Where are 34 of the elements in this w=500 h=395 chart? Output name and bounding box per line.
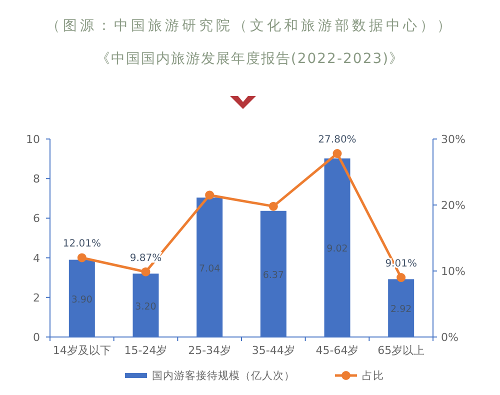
x-tick-label: 14岁及以下 — [52, 344, 111, 357]
x-tick-label: 45-64岁 — [316, 344, 359, 357]
y-tick-label: 10 — [26, 133, 40, 146]
data-label: 12.01% — [62, 238, 101, 250]
data-label: 7.04 — [199, 263, 220, 274]
data-label: 3.90 — [71, 294, 92, 306]
y-tick-label: 2 — [33, 291, 40, 304]
y-tick-label: 6 — [33, 212, 40, 226]
data-label: 3.20 — [135, 301, 156, 312]
annotation: （图源：中国旅游研究院（文化和旅游部数据中心）） — [46, 18, 454, 34]
y2-tick-label: 20% — [441, 199, 466, 212]
x-tick-label: 25-34岁 — [188, 344, 232, 357]
data-label: 27.80% — [318, 134, 356, 146]
point — [77, 253, 86, 262]
y-tick-label: 0 — [33, 331, 40, 344]
y-tick-label: 4 — [33, 252, 40, 265]
x-tick-label: 65岁以上 — [378, 344, 425, 357]
point — [268, 202, 278, 211]
point — [205, 190, 214, 200]
point — [141, 267, 150, 276]
y2-tick-label: 0% — [441, 331, 458, 344]
data-label: 9.02 — [326, 244, 348, 255]
y2-tick-label: 30% — [441, 133, 466, 146]
legend-label: 国内游客接待规模（亿人次） — [152, 369, 295, 382]
legend-label: 占比 — [362, 369, 384, 382]
data-label: 2.92 — [390, 304, 412, 316]
point — [332, 149, 342, 158]
x-tick-label: 35-44岁 — [252, 344, 295, 357]
point — [396, 273, 406, 282]
x-tick-label: 15-24岁 — [124, 344, 168, 357]
y2-tick-label: 10% — [441, 265, 466, 278]
y-tick-label: 8 — [33, 172, 40, 186]
title: 《中国国内旅游发展年度报告(2022-2023)》 — [96, 51, 404, 67]
data-label: 6.37 — [262, 270, 284, 281]
